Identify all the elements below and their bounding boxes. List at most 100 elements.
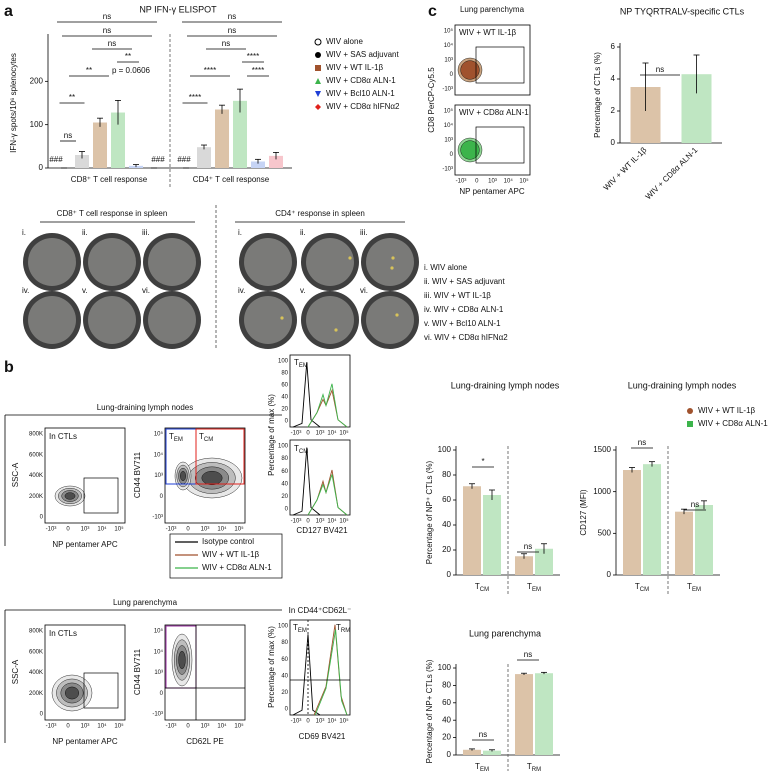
panel-letter: c — [428, 3, 437, 20]
y-tick-label: 20 — [442, 733, 451, 742]
bar — [233, 100, 247, 168]
section-title: Lung parenchyma — [113, 598, 178, 607]
error-bar — [237, 88, 243, 113]
error-bar — [469, 748, 475, 751]
dish-numeral: iii. — [142, 228, 150, 237]
y-tick-label: 0 — [160, 494, 164, 500]
axis-label: SSC-A — [11, 462, 20, 487]
legend-marker — [315, 91, 321, 97]
label-sub: EM — [174, 437, 183, 443]
y-tick-label: 20 — [281, 407, 288, 413]
dish-inner — [366, 296, 414, 344]
y-tick-label: -10³ — [152, 515, 163, 521]
dish-legend: iv. WIV + CD8α ALN-1 — [424, 305, 504, 314]
label-sub: CM — [640, 587, 649, 593]
density-contour — [460, 60, 480, 80]
axis-label: CD44 BV711 — [133, 451, 142, 498]
x-tick-label: -10³ — [456, 179, 467, 185]
dish-inner — [244, 238, 292, 286]
legend-label: WIV + WT IL-1β — [326, 63, 384, 72]
dish-inner — [148, 296, 196, 344]
x-tick-label: 0 — [186, 527, 190, 533]
y-axis-label: Percentage of NP⁺ CTLs (%) — [425, 460, 434, 564]
gate-label: In CTLs — [49, 432, 77, 441]
y-tick-label: 40 — [281, 395, 288, 401]
chart-title: Lung-draining lymph nodes — [451, 380, 560, 390]
label-sub: EM — [480, 767, 489, 771]
dish-numeral: vi. — [142, 286, 150, 295]
label-base: T — [169, 432, 174, 441]
x-tick-label: 10³ — [81, 527, 90, 533]
y-tick-label: 10⁴ — [444, 42, 454, 49]
dish-inner — [88, 238, 136, 286]
histogram — [307, 474, 348, 516]
x-tick-label: TEM — [687, 582, 701, 592]
x-tick-label: 0 — [306, 519, 310, 525]
y-tick-label: 0 — [285, 507, 289, 513]
y-tick-label: 100 — [438, 663, 452, 672]
dish-legend: i. WIV alone — [424, 263, 468, 272]
x-tick-label: 0 — [186, 724, 190, 730]
error-bar — [489, 489, 495, 500]
x-tick-label: 10³ — [316, 431, 325, 437]
dish-legend: vi. WIV + CD8α hIFNα2 — [424, 333, 508, 342]
annotation: ** — [69, 93, 75, 102]
plot-frame — [44, 624, 126, 721]
annotation: p = 0.0606 — [112, 66, 151, 75]
annotation: ### — [177, 155, 191, 164]
dish-legend: iii. WIV + WT IL-1β — [424, 291, 491, 300]
y-tick-label: 600K — [29, 452, 43, 458]
error-bar — [79, 151, 85, 159]
y-tick-label: 40 — [281, 673, 288, 679]
annotation: * — [481, 457, 484, 466]
y-axis-label: IFN-γ spots/10⁶ splenocytes — [9, 53, 18, 153]
legend-marker — [315, 65, 321, 71]
bar — [197, 147, 211, 168]
histogram — [307, 469, 348, 516]
spot — [395, 313, 399, 317]
density-contour — [64, 686, 79, 700]
label-base: T — [475, 762, 480, 771]
y-tick-label: 10³ — [444, 138, 453, 144]
x-tick-label: 0 — [306, 431, 310, 437]
error-bar — [133, 164, 139, 168]
gate-label: TEM — [169, 432, 183, 442]
y-tick-label: 10⁵ — [444, 28, 454, 35]
dish-numeral: vi. — [360, 286, 368, 295]
x-tick-label: 10³ — [81, 724, 90, 730]
axis-label: Percentage of max (%) — [267, 626, 276, 708]
annotation: ns — [222, 39, 230, 48]
x-tick-label: 10⁴ — [327, 518, 337, 525]
annotation: **** — [204, 66, 216, 75]
y-tick-label: 80 — [281, 371, 288, 377]
axis-label: CD8 PerCP-Cy5.5 — [427, 67, 436, 133]
x-tick-label: CD8⁺ T cell response — [71, 175, 148, 184]
y-axis-label: Percentage of NP+ CTLs (%) — [425, 659, 434, 763]
dish-numeral: i. — [238, 228, 242, 237]
density-contour — [64, 492, 76, 500]
axis-label: CD62L PE — [186, 737, 224, 746]
histogram — [307, 383, 348, 428]
y-tick-label: 60 — [442, 495, 451, 504]
chart-title: NP TYQRTRALV-specific CTLs — [620, 6, 745, 16]
label-base: T — [293, 623, 298, 632]
y-tick-label: 10⁵ — [154, 628, 164, 635]
dish-inner — [148, 238, 196, 286]
label-sub: CM — [204, 437, 213, 443]
gate — [83, 477, 119, 514]
y-tick-label: 4 — [611, 74, 616, 83]
density-contour — [178, 650, 186, 670]
dish-inner — [88, 296, 136, 344]
x-tick-label: CD4⁺ T cell response — [193, 175, 270, 184]
legend-marker — [687, 408, 693, 414]
plot-frame — [454, 104, 531, 176]
label-sub: CM — [480, 587, 489, 593]
x-tick-label: 0 — [475, 179, 479, 185]
histogram — [292, 634, 321, 716]
y-tick-label: -10³ — [442, 167, 453, 173]
group-label: WIV + CD8α ALN-1 — [459, 108, 529, 117]
gate — [475, 46, 525, 84]
y-tick-label: 100 — [278, 359, 289, 365]
y-tick-label: 0 — [447, 750, 452, 759]
